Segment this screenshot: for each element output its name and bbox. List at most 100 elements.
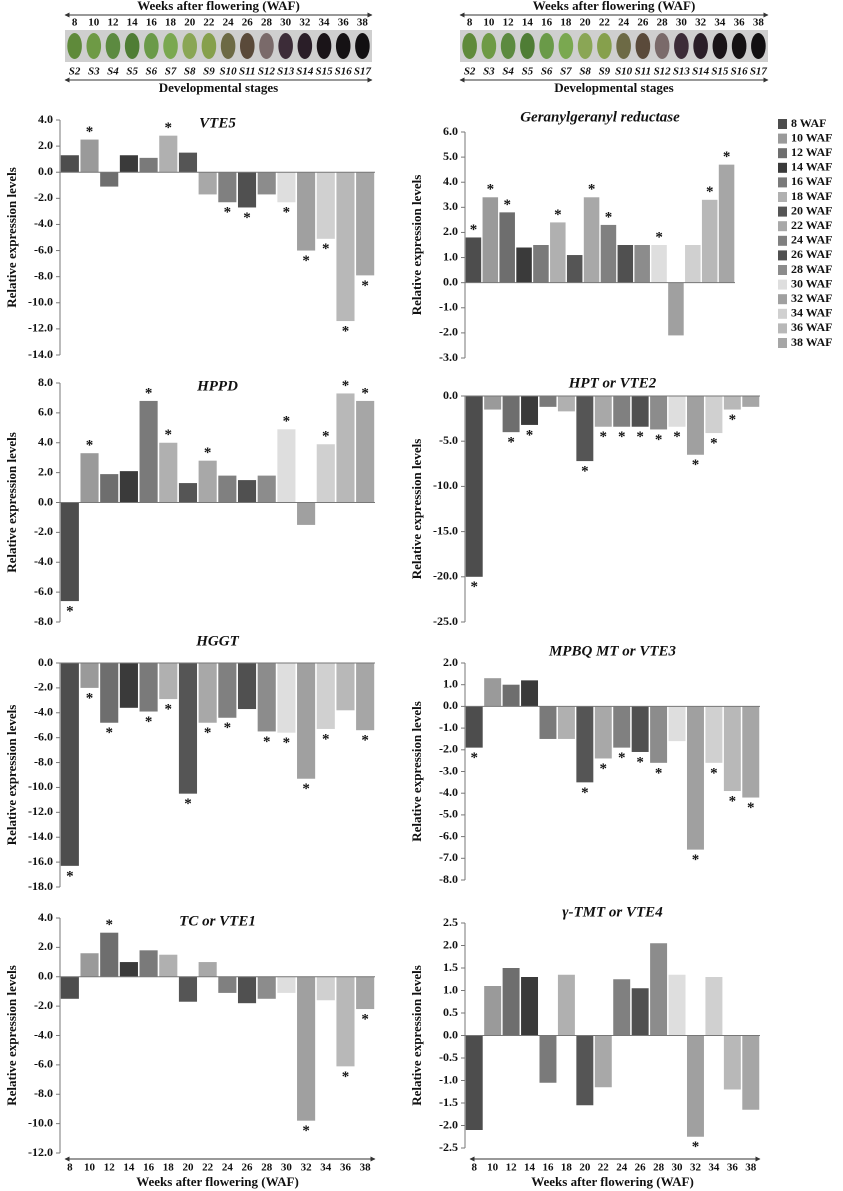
significance-mark: * xyxy=(283,205,291,221)
y-tick-label: -6.0 xyxy=(34,584,53,598)
strip-week: 32 xyxy=(299,17,311,29)
strip-stage: S15 xyxy=(315,66,333,78)
x-tick-label: 12 xyxy=(506,1162,518,1174)
y-tick-label: -6.0 xyxy=(34,242,53,256)
bar xyxy=(723,1035,741,1090)
y-tick-label: -8.0 xyxy=(34,614,53,628)
bar xyxy=(139,663,158,712)
strip-week: 36 xyxy=(338,17,350,29)
strip-stage: S6 xyxy=(541,66,553,78)
bar xyxy=(356,976,375,1010)
y-tick-label: -8.0 xyxy=(34,754,53,768)
bar xyxy=(277,429,296,503)
strip-stage: S10 xyxy=(220,66,238,78)
significance-mark: * xyxy=(723,149,731,165)
legend-swatch xyxy=(778,148,787,159)
bar xyxy=(297,976,316,1121)
bar xyxy=(297,172,316,251)
y-tick-label: 6.0 xyxy=(443,124,458,138)
significance-mark: * xyxy=(747,800,755,816)
x-tick-label: 30 xyxy=(281,1162,293,1174)
bar xyxy=(198,663,217,723)
y-tick-label: -8.0 xyxy=(34,268,53,282)
y-tick-label: -7.0 xyxy=(439,850,458,864)
bar xyxy=(119,663,138,708)
bar xyxy=(119,155,138,173)
bar xyxy=(650,706,668,763)
bar xyxy=(685,245,701,283)
strip-stage: S9 xyxy=(203,66,215,78)
significance-mark: * xyxy=(224,205,232,221)
strip-week: 14 xyxy=(522,17,534,29)
bar xyxy=(613,396,631,427)
y-tick-label: 1.5 xyxy=(443,960,458,974)
significance-mark: * xyxy=(729,793,737,809)
significance-mark: * xyxy=(588,182,596,198)
y-tick-label: -8.0 xyxy=(34,1086,53,1100)
strip-week: 12 xyxy=(503,17,515,29)
bar xyxy=(60,502,79,602)
strip-stage: S6 xyxy=(146,66,158,78)
significance-mark: * xyxy=(184,796,192,812)
bar xyxy=(521,680,539,707)
y-tick-label: -8.0 xyxy=(439,872,458,886)
strip-stage: S9 xyxy=(599,66,611,78)
bar xyxy=(178,663,198,794)
y-tick-label: -4.0 xyxy=(34,1027,53,1041)
strip-stage: S11 xyxy=(239,66,256,78)
bar xyxy=(60,155,79,173)
fruit xyxy=(201,33,217,59)
significance-mark: * xyxy=(342,1069,350,1085)
bar xyxy=(100,663,119,723)
y-tick-label: -2.5 xyxy=(439,1140,458,1154)
legend-swatch xyxy=(778,338,787,348)
bar xyxy=(316,444,335,503)
y-tick-label: 2.0 xyxy=(38,138,53,152)
y-tick-label: -4.0 xyxy=(439,785,458,799)
y-tick-label: -3.0 xyxy=(439,350,458,364)
y-tick-label: -1.0 xyxy=(439,1072,458,1086)
y-tick-label: 8.0 xyxy=(38,375,53,389)
x-tick-label: 10 xyxy=(487,1162,499,1174)
y-tick-label: -2.0 xyxy=(34,680,53,694)
fruit xyxy=(278,33,293,59)
legend-label: 20 WAF xyxy=(791,203,832,217)
y-tick-label: -12.0 xyxy=(28,321,53,335)
bar xyxy=(533,245,549,283)
legend-label: 10 WAF xyxy=(791,130,832,144)
bar xyxy=(484,986,502,1036)
significance-mark: * xyxy=(302,253,310,269)
bar xyxy=(539,706,557,739)
bar xyxy=(576,1035,594,1106)
strip-week: 24 xyxy=(618,17,630,29)
bar xyxy=(686,706,704,850)
bar xyxy=(277,172,296,203)
x-tick-label: 32 xyxy=(301,1162,313,1174)
strip-stage: S2 xyxy=(464,66,476,78)
significance-mark: * xyxy=(692,1139,700,1155)
y-tick-label: 3.0 xyxy=(443,199,458,213)
y-tick-label: 0.0 xyxy=(38,969,53,983)
bar xyxy=(159,135,178,173)
bar xyxy=(723,706,741,792)
x-tick-label: 38 xyxy=(360,1162,372,1174)
strip-week: 24 xyxy=(223,17,235,29)
significance-mark: * xyxy=(600,429,608,445)
strip-week: 16 xyxy=(146,17,158,29)
fruit xyxy=(259,33,274,59)
bar xyxy=(80,453,99,503)
significance-mark: * xyxy=(729,412,737,428)
strip-stage: S12 xyxy=(654,66,672,78)
bar xyxy=(650,396,668,430)
y-axis-label: Relative expression levels xyxy=(409,965,424,1106)
legend-swatch xyxy=(778,192,787,202)
x-tick-label: 22 xyxy=(598,1162,610,1174)
bar xyxy=(613,706,631,748)
strip-week: 20 xyxy=(580,17,592,29)
significance-mark: * xyxy=(302,1123,310,1139)
significance-mark: * xyxy=(165,702,173,718)
y-tick-label: 2.0 xyxy=(38,939,53,953)
strip-week: 26 xyxy=(242,17,254,29)
strip-stage: S17 xyxy=(354,66,372,78)
